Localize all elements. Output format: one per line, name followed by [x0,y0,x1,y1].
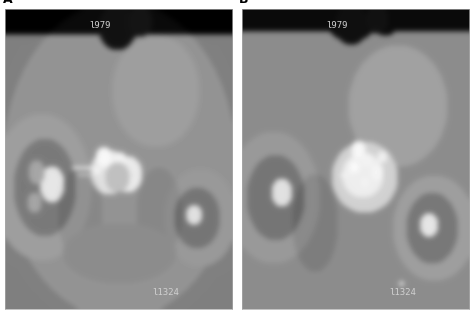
Text: l979: l979 [90,21,111,30]
Text: l1324: l1324 [153,288,180,297]
Text: B: B [239,0,249,6]
Text: A: A [2,0,12,6]
Text: l979: l979 [327,21,348,30]
Text: l1324: l1324 [390,288,417,297]
